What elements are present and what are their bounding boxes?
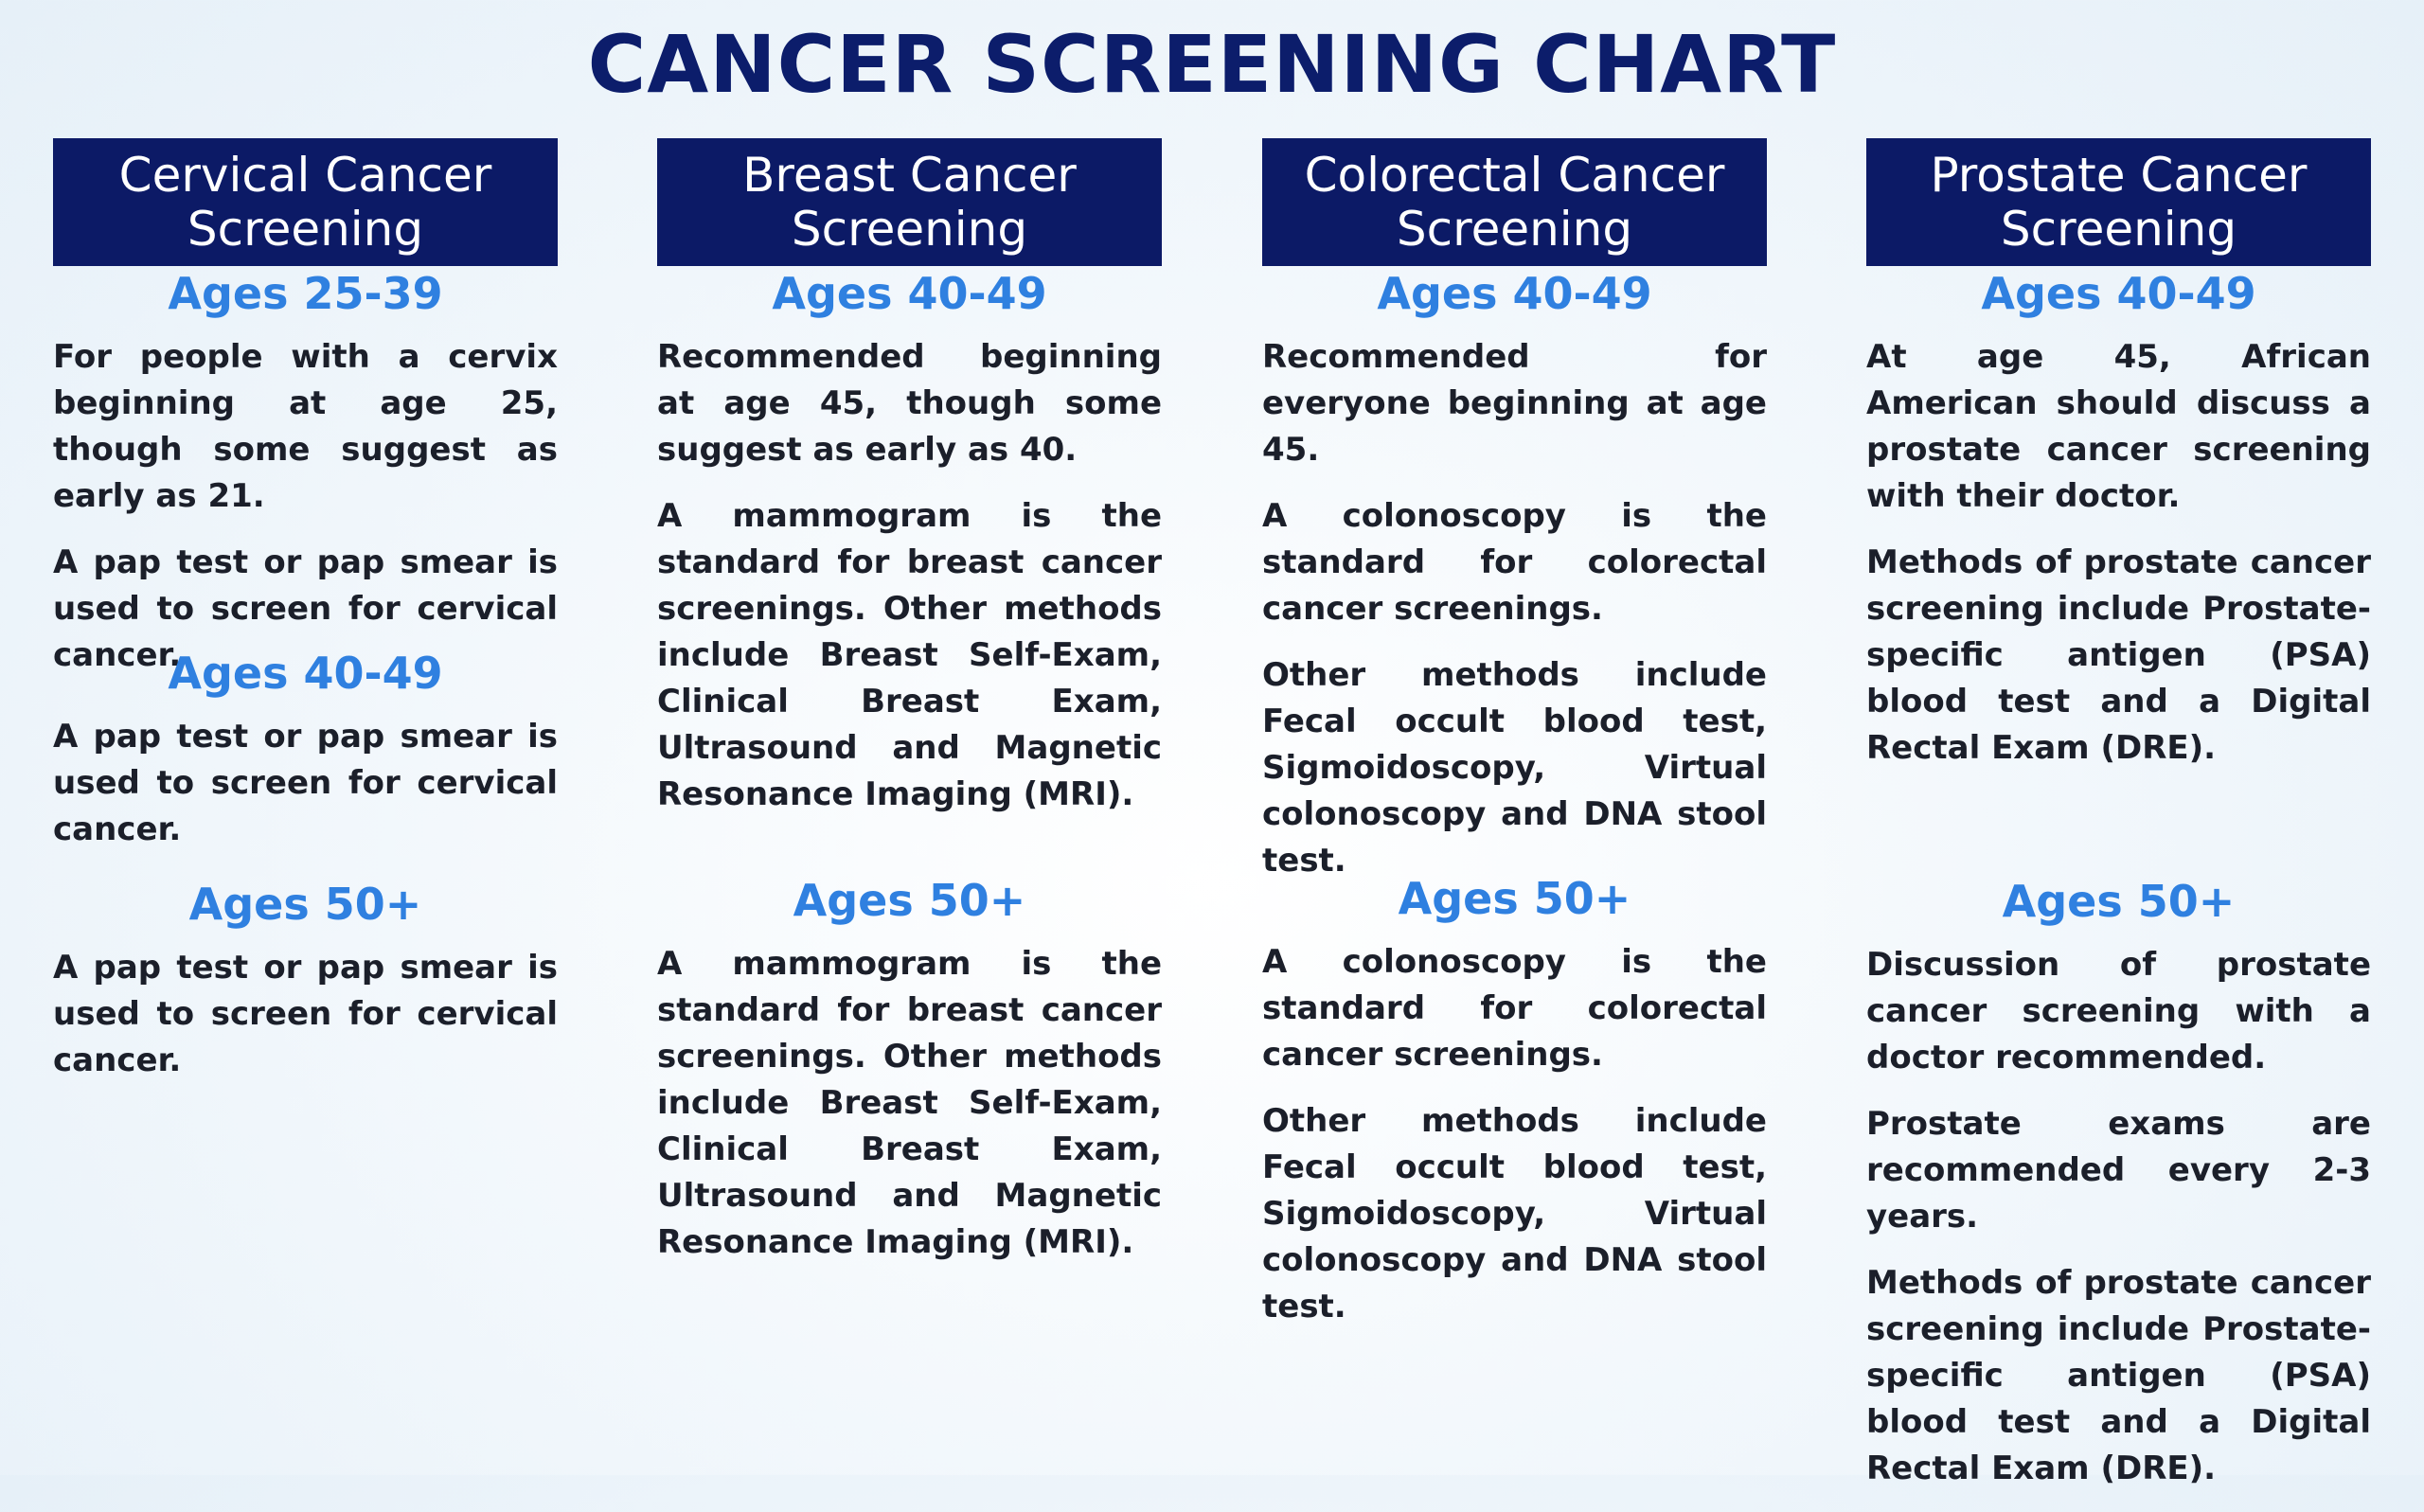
column-cervical: Cervical Cancer Screening Ages 25-39 For… — [53, 138, 558, 1079]
paragraph: Methods of prostate cancer screening inc… — [1866, 1264, 2371, 1487]
age-heading: Ages 40-49 — [1377, 268, 1652, 319]
age-section: Ages 50+ A colonoscopy is the standard f… — [1262, 871, 1767, 1350]
paragraph: A pap test or pap smear is used to scree… — [53, 718, 558, 848]
paragraph: Other methods include Fecal occult blood… — [1262, 656, 1767, 880]
column-header: Breast Cancer Screening — [657, 138, 1162, 266]
age-heading: Ages 50+ — [188, 879, 422, 930]
paragraph: A colonoscopy is the standard for colore… — [1262, 497, 1767, 628]
page-title: CANCER SCREENING CHART — [587, 18, 1837, 111]
age-section: Ages 40-49 Recommended for everyone begi… — [1262, 266, 1767, 904]
age-section: Ages 40-49 At age 45, African American s… — [1866, 266, 2371, 792]
paragraph: Recommended for everyone beginning at ag… — [1262, 338, 1767, 469]
column-header: Colorectal Cancer Screening — [1262, 138, 1767, 266]
paragraph: Other methods include Fecal occult blood… — [1262, 1102, 1767, 1325]
column-prostate: Prostate Cancer Screening Ages 40-49 At … — [1866, 138, 2371, 1487]
paragraph: A colonoscopy is the standard for colore… — [1262, 943, 1767, 1074]
column-breast: Breast Cancer Screening Ages 40-49 Recom… — [657, 138, 1162, 1261]
paragraph: A pap test or pap smear is used to scree… — [53, 543, 558, 674]
age-heading: Ages 50+ — [793, 875, 1026, 926]
paragraph: Recommended beginning at age 45, though … — [657, 338, 1162, 469]
paragraph: A pap test or pap smear is used to scree… — [53, 949, 558, 1079]
paragraph: For people with a cervix beginning at ag… — [53, 338, 558, 515]
column-header: Prostate Cancer Screening — [1866, 138, 2371, 266]
age-heading: Ages 50+ — [2002, 876, 2236, 927]
age-section: Ages 50+ A mammogram is the standard for… — [657, 873, 1162, 1286]
age-heading: Ages 40-49 — [1981, 268, 2256, 319]
age-heading: Ages 50+ — [1398, 873, 1631, 924]
paragraph: Methods of prostate cancer screening inc… — [1866, 543, 2371, 767]
age-section: Ages 40-49 Recommended beginning at age … — [657, 266, 1162, 838]
column-colorectal: Colorectal Cancer Screening Ages 40-49 R… — [1262, 138, 1767, 1325]
paragraph: Prostate exams are recommended every 2-3… — [1866, 1105, 2371, 1236]
age-heading: Ages 25-39 — [168, 268, 443, 319]
column-header: Cervical Cancer Screening — [53, 138, 558, 266]
age-section: Ages 50+ A pap test or pap smear is used… — [53, 877, 558, 1104]
age-section: Ages 25-39 For people with a cervix begi… — [53, 266, 558, 699]
age-section: Ages 50+ Discussion of prostate cancer s… — [1866, 874, 2371, 1512]
paragraph: A mammogram is the standard for breast c… — [657, 945, 1162, 1261]
paragraph: Discussion of prostate cancer screening … — [1866, 946, 2371, 1076]
age-section: Ages 40-49 A pap test or pap smear is us… — [53, 646, 558, 873]
age-heading: Ages 40-49 — [168, 648, 443, 699]
paragraph: At age 45, African American should discu… — [1866, 338, 2371, 515]
paragraph: A mammogram is the standard for breast c… — [657, 497, 1162, 813]
age-heading: Ages 40-49 — [772, 268, 1047, 319]
